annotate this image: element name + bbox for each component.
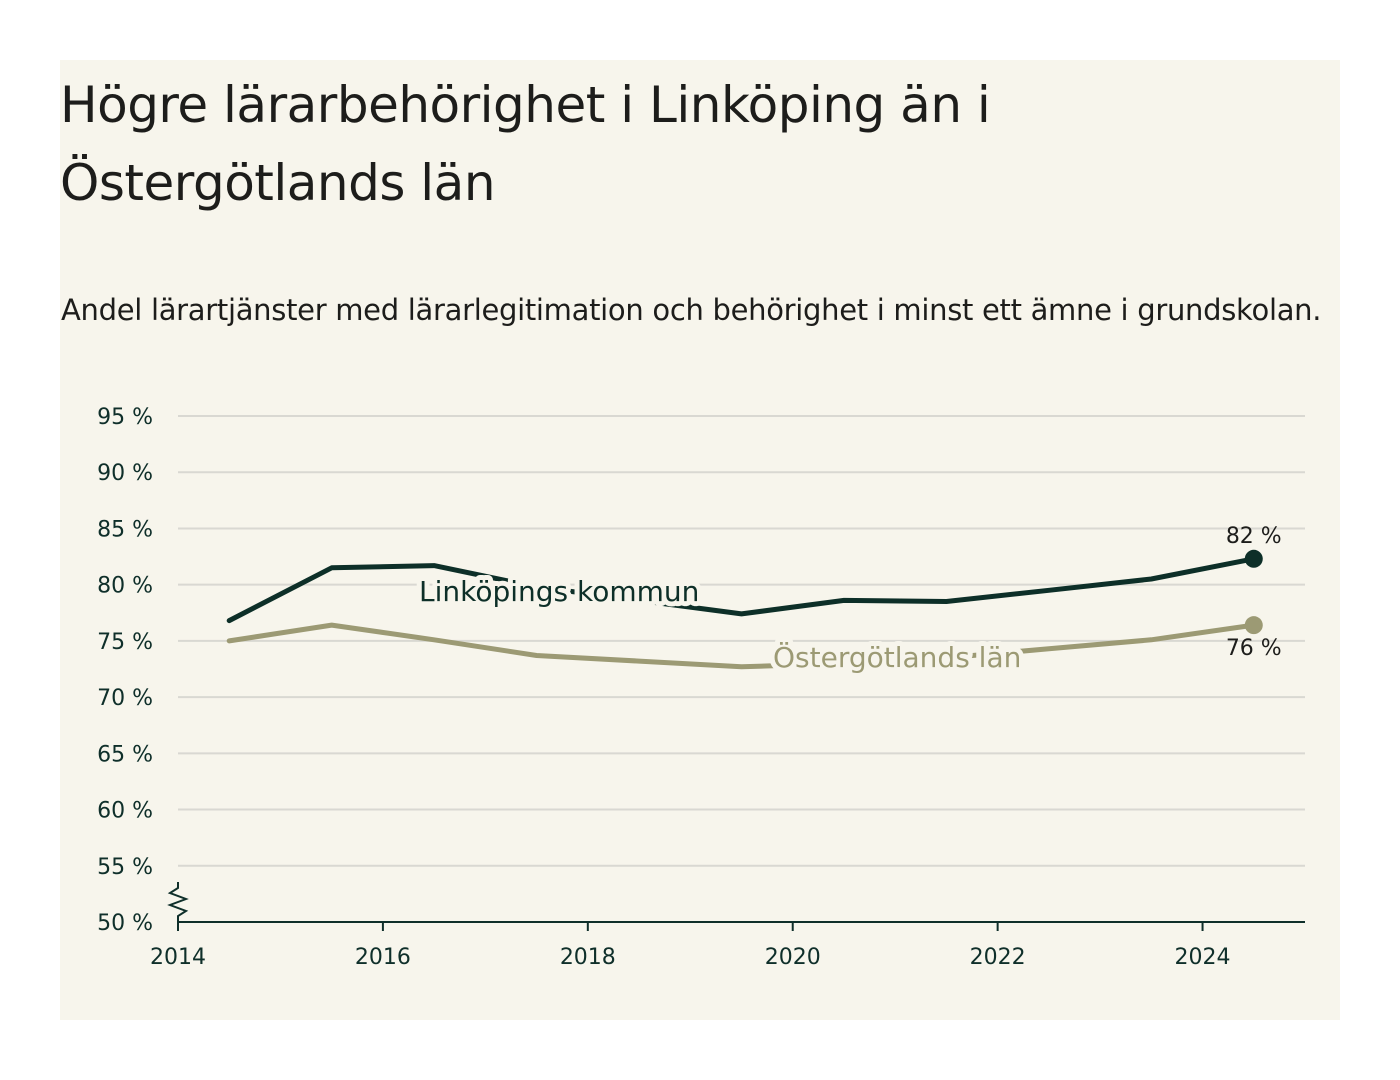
y-tick-label: 50 % [97,911,153,936]
gridlines [178,415,1305,867]
y-tick-label: 85 % [97,517,153,542]
series-lines [226,549,1263,670]
series-label-linkoping: Linköpings kommun [419,575,699,608]
y-tick-label: 75 % [97,630,153,655]
x-tick-label: 2020 [765,945,821,970]
y-tick-label: 95 % [97,405,153,430]
chart-subtitle: Andel lärartjänster med lärarlegitimatio… [61,293,1322,327]
x-axis: 2014 2016 2018 2020 2022 2024 [150,882,1305,970]
y-tick-label: 60 % [97,799,153,824]
chart-title: Högre lärarbehörighet i Linköping än i Ö… [60,76,991,212]
y-tick-label: 90 % [97,461,153,486]
end-label-linkoping: 82 % [1226,524,1282,549]
y-tick-label: 70 % [97,686,153,711]
series-labels: Linköpings kommun Östergötlands län 82 % 76… [414,524,1282,679]
chart-card [60,60,1340,1020]
axis-break-icon [167,882,189,922]
y-tick-label: 55 % [97,855,153,880]
y-tick-label: 65 % [97,742,153,767]
y-tick-label: 80 % [97,574,153,599]
end-point-ostergotland [1244,616,1263,635]
series-line-ostergotland [226,622,1257,670]
x-tick-label: 2014 [150,945,206,970]
x-tick-label: 2022 [970,945,1026,970]
series-line-linkoping [226,556,1257,624]
end-label-ostergotland: 76 % [1226,636,1282,661]
end-point-linkoping [1244,549,1263,568]
x-tick-label: 2024 [1175,945,1231,970]
series-label-ostergotland: Östergötlands län [773,640,1021,674]
x-tick-label: 2018 [560,945,616,970]
y-axis-ticks: 50 % 55 % 60 % 65 % 70 % 75 % 80 % 85 % 90 % 95 % [97,405,153,936]
x-tick-label: 2016 [355,945,411,970]
